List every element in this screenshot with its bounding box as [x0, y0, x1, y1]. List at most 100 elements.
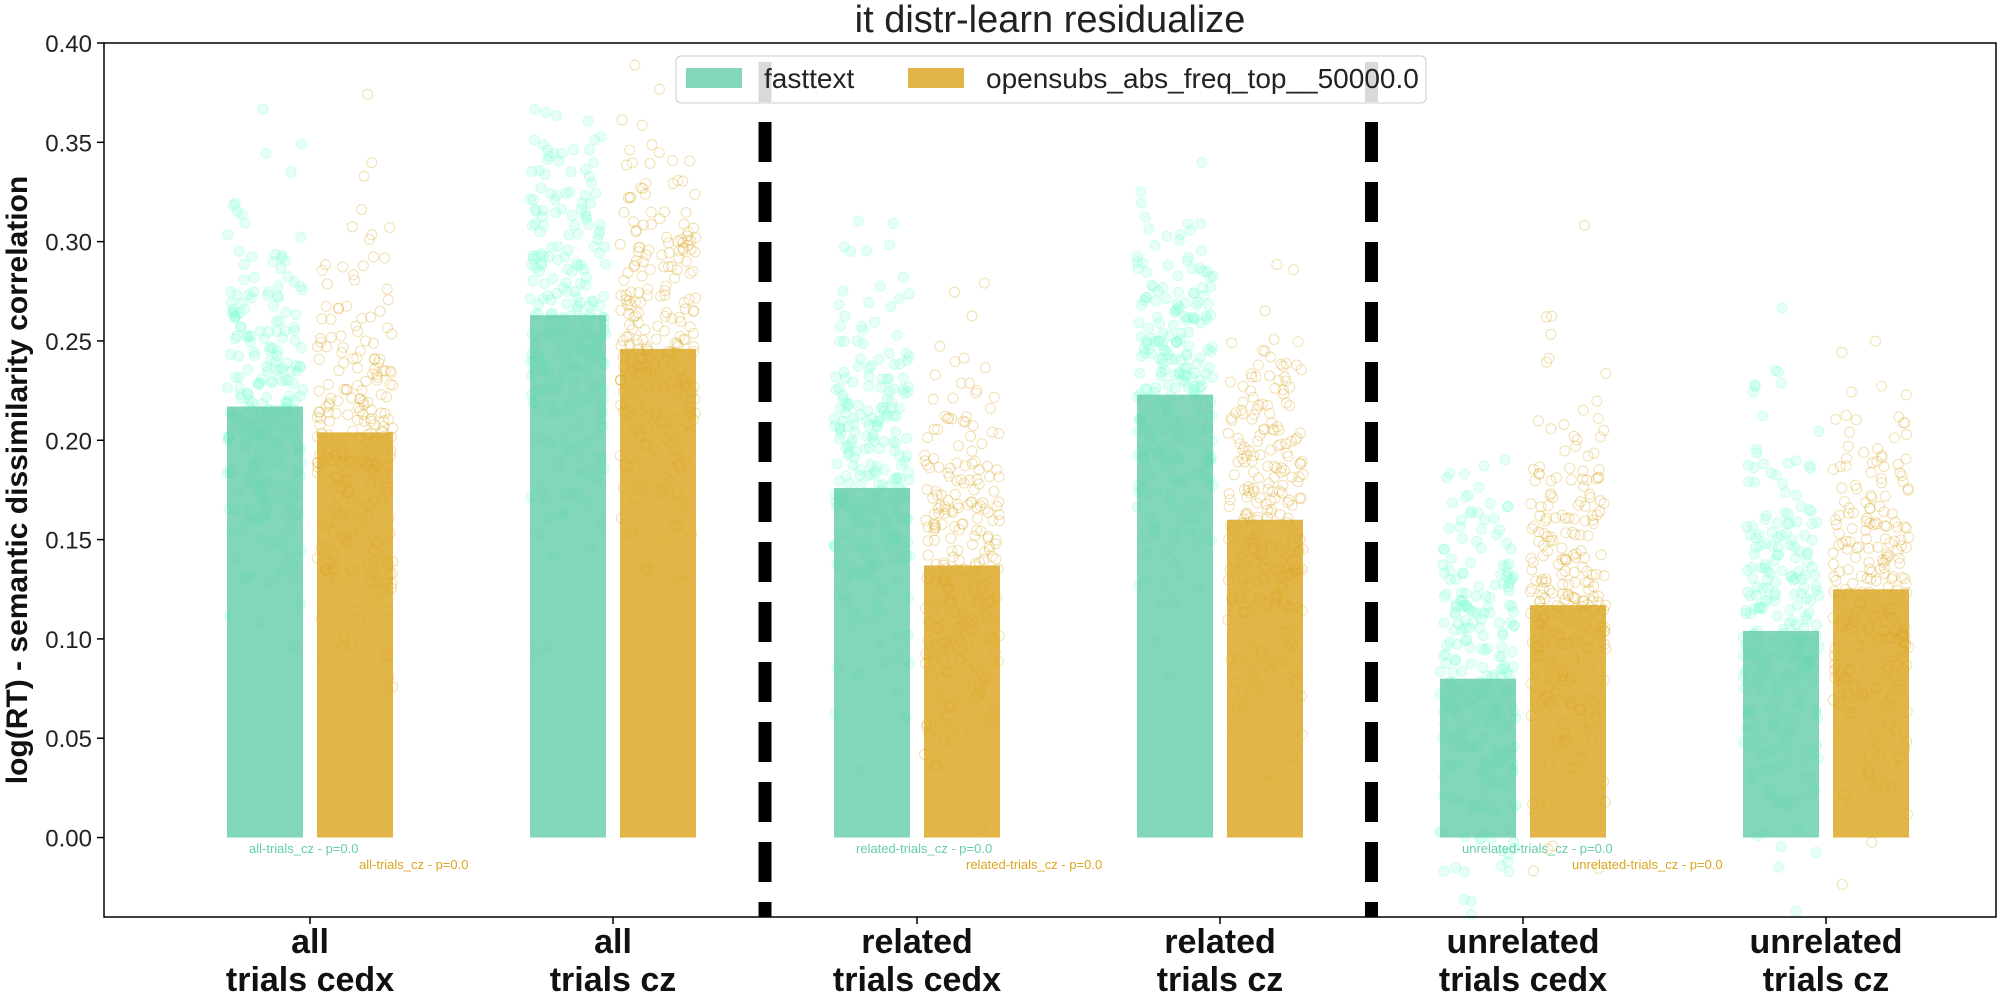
scatter-point [968, 484, 980, 496]
scatter-point [941, 413, 953, 425]
scatter-point [280, 255, 291, 267]
bar-opensubs_abs_freq_top__50000.0-0 [317, 432, 393, 838]
scatter-point [1508, 843, 1520, 854]
scatter-point [1495, 569, 1507, 581]
bar-fasttext-1 [530, 315, 606, 838]
scatter-point [296, 138, 307, 150]
scatter-point [284, 366, 296, 378]
scatter-point [681, 230, 693, 242]
scatter-point [357, 396, 369, 407]
scatter-point [1494, 524, 1506, 536]
scatter-point [1194, 262, 1206, 274]
scatter-point [1508, 620, 1520, 632]
scatter-point [1440, 588, 1452, 600]
scatter-point [297, 284, 308, 296]
scatter-point [1533, 535, 1545, 547]
scatter-point [1169, 382, 1181, 394]
scatter-point [1533, 468, 1545, 480]
scatter-point [863, 362, 875, 374]
scatter-point [1804, 460, 1815, 471]
scatter-point [230, 372, 241, 383]
scatter-point [1858, 446, 1870, 458]
scatter-point [357, 260, 369, 272]
scatter-point [1154, 317, 1165, 329]
scatter-point [1187, 311, 1199, 323]
scatter-point [1465, 658, 1477, 670]
scatter-point [684, 155, 696, 167]
scatter-point [1772, 517, 1783, 529]
scatter-point [634, 241, 646, 253]
scatter-point [594, 219, 606, 231]
scatter-point [677, 175, 689, 187]
scatter-point [387, 379, 399, 391]
legend: fasttext opensubs_abs_freq_top__50000.0 [675, 55, 1427, 104]
scatter-point [1292, 336, 1304, 348]
scatter-point [1550, 472, 1562, 484]
scatter-point [863, 296, 875, 308]
scatter-point [1536, 574, 1548, 585]
scatter-point [1498, 578, 1509, 590]
scatter-point [225, 348, 237, 360]
scatter-point [1772, 531, 1784, 543]
scatter-point [652, 320, 664, 332]
scatter-point [1575, 545, 1587, 557]
scatter-point [1135, 299, 1147, 311]
scatter-point [971, 384, 983, 396]
scatter-point [628, 311, 640, 323]
scatter-point [1504, 599, 1516, 611]
scatter-point [325, 313, 337, 325]
scatter-point [1887, 571, 1899, 582]
scatter-point [1195, 352, 1206, 364]
scatter-point [536, 257, 548, 269]
scatter-point [870, 468, 882, 480]
scatter-point [939, 410, 951, 422]
scatter-point [1526, 583, 1538, 595]
scatter-point [1173, 366, 1185, 378]
scatter-point [1440, 648, 1452, 660]
scatter-point [537, 293, 549, 305]
scatter-point [1259, 305, 1271, 317]
scatter-point [940, 504, 952, 516]
scatter-point [1295, 364, 1307, 376]
scatter-point [847, 376, 859, 388]
scatter-point [1896, 571, 1908, 583]
scatter-point [362, 88, 374, 100]
scatter-point [1844, 536, 1856, 548]
scatter-point [840, 470, 852, 482]
scatter-point [1478, 607, 1490, 619]
scatter-point [872, 416, 884, 427]
scatter-point [867, 412, 878, 424]
scatter-point [641, 290, 653, 301]
scatter-point [903, 466, 915, 478]
scatter-point [983, 544, 995, 556]
scatter-point [1248, 486, 1260, 497]
scatter-point [901, 432, 913, 444]
scatter-point [855, 409, 866, 421]
scatter-point [1197, 265, 1209, 277]
scatter-point [279, 374, 291, 386]
scatter-point [548, 147, 560, 159]
scatter-point [1806, 561, 1818, 573]
scatter-point [1547, 587, 1559, 599]
scatter-point [1591, 395, 1603, 407]
scatter-point [323, 399, 335, 411]
scatter-point [547, 273, 559, 285]
scatter-point [851, 335, 863, 347]
scatter-point [1568, 592, 1580, 604]
scatter-point [633, 287, 645, 299]
scatter-point [1169, 306, 1181, 318]
scatter-point [264, 341, 276, 353]
scatter-point [673, 252, 685, 264]
scatter-point [1571, 434, 1583, 446]
scatter-point [1157, 339, 1169, 351]
scatter-point [356, 204, 368, 215]
scatter-point [1500, 560, 1512, 572]
scatter-point [1892, 521, 1904, 533]
scatter-point [1536, 589, 1548, 601]
scatter-point [986, 551, 998, 562]
scatter-point [924, 462, 936, 474]
scatter-point [1450, 609, 1462, 621]
scatter-point [1840, 460, 1852, 472]
scatter-point [364, 233, 375, 245]
scatter-point [1840, 535, 1852, 547]
